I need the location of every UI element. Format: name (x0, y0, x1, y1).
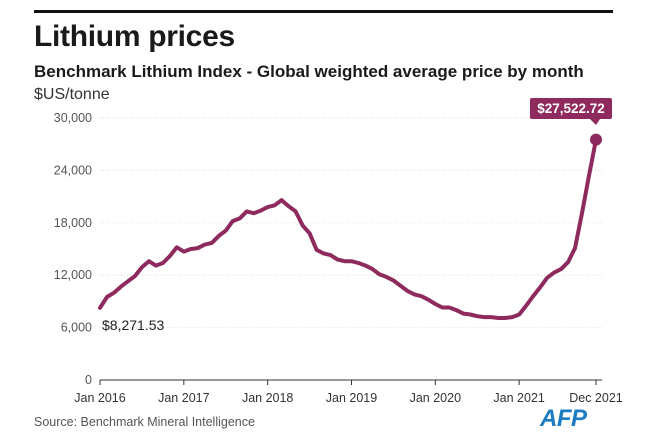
x-tick-label: Jan 2017 (158, 391, 209, 405)
y-tick-label: 6,000 (61, 321, 92, 335)
y-tick-label: 18,000 (54, 216, 92, 230)
y-tick-label: 12,000 (54, 268, 92, 282)
x-tick-label: Jan 2020 (410, 391, 461, 405)
x-tick-label: Jan 2016 (74, 391, 125, 405)
series-line-lithium-index (98, 137, 598, 320)
chart-subtitle: Benchmark Lithium Index - Global weighte… (34, 62, 584, 81)
x-tick-label: Jan 2018 (242, 391, 293, 405)
x-tick-label: Jan 2019 (326, 391, 377, 405)
y-tick-label: 0 (85, 373, 92, 387)
top-rule (34, 10, 613, 13)
x-tick-label: Dec 2021 (569, 391, 623, 405)
end-value-pointer (590, 119, 600, 125)
chart-title: Lithium prices (34, 20, 235, 53)
source-note: Source: Benchmark Mineral Intelligence (34, 415, 255, 429)
start-value-label: $8,271.53 (102, 317, 164, 333)
end-value-label: $27,522.72 (537, 101, 605, 116)
end-value-box (530, 98, 612, 119)
y-tick-label: 24,000 (54, 163, 92, 177)
x-tick-label: Jan 2021 (493, 391, 544, 405)
unit-label: $US/tonne (34, 86, 110, 103)
y-tick-label: 30,000 (54, 111, 92, 125)
end-point-marker (590, 133, 602, 146)
afp-logo: AFP (540, 405, 587, 432)
